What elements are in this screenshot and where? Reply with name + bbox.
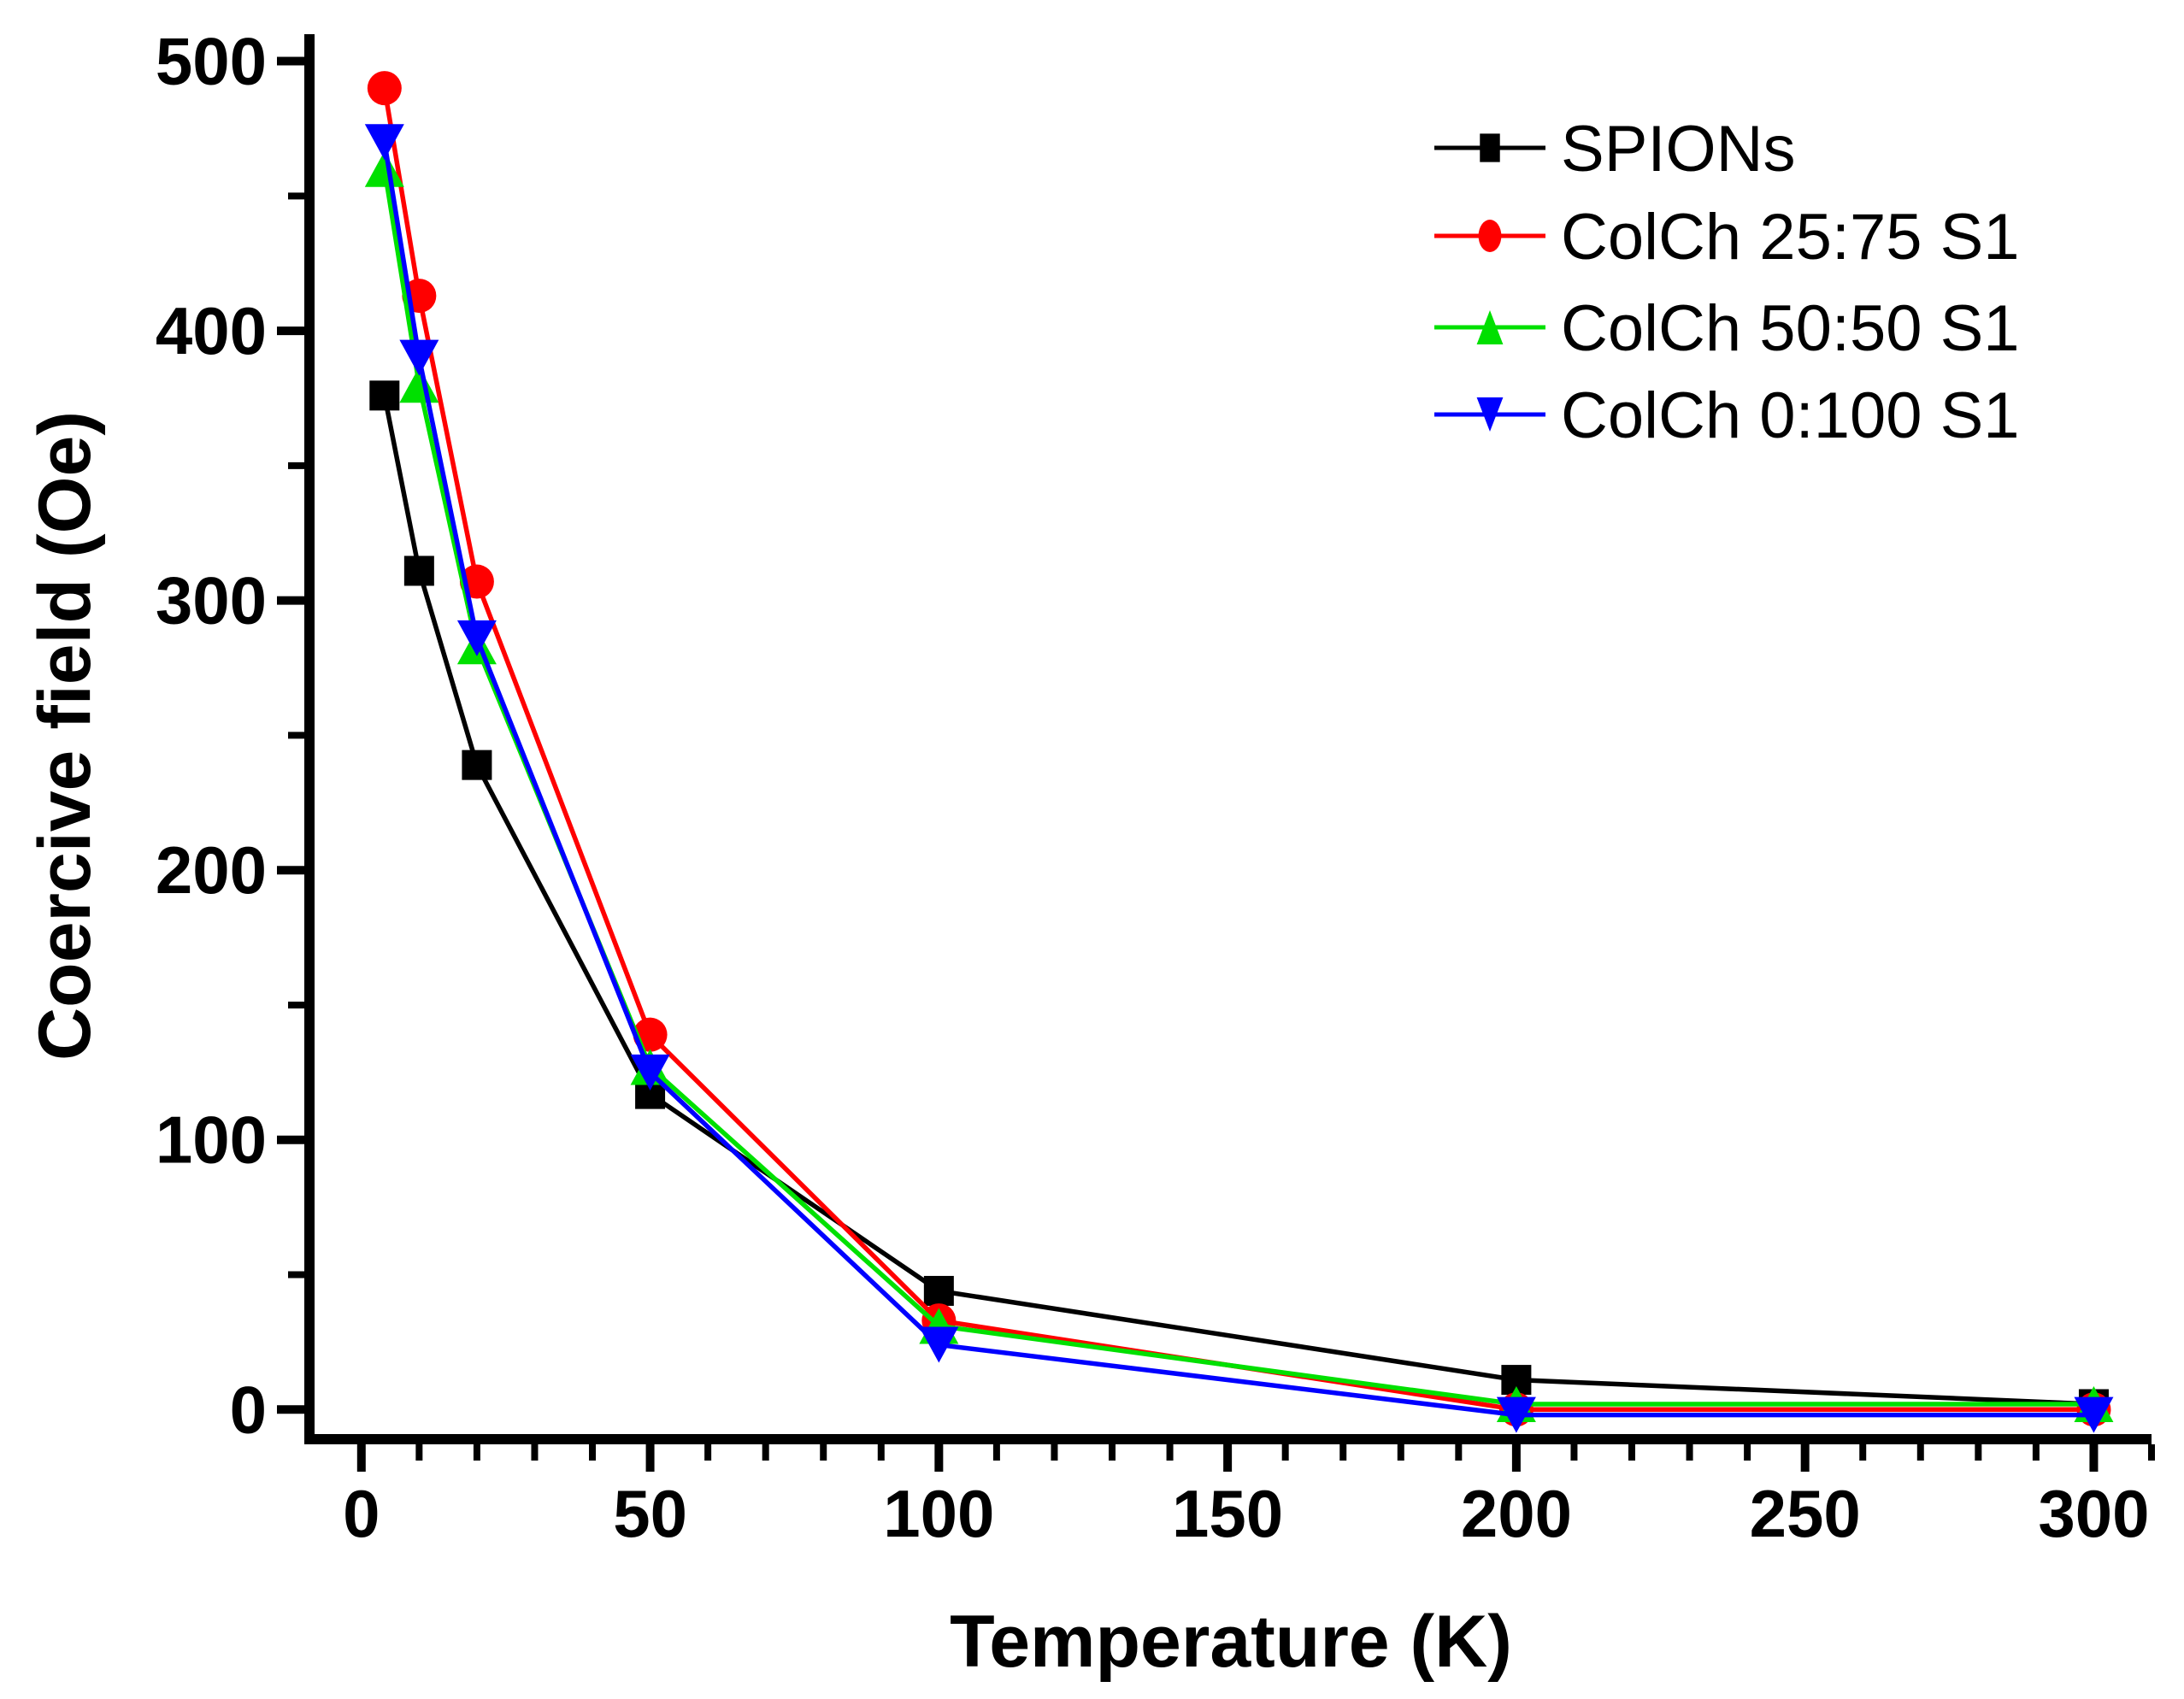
- x-tick-label: 0: [343, 1476, 380, 1551]
- legend-label-colch-50-50-s1: ColCh 50:50 S1: [1561, 292, 2020, 365]
- series-spions: [369, 380, 2109, 1420]
- data-point-colch-0-100-s1: [630, 1054, 670, 1091]
- x-tick-label: 50: [613, 1476, 687, 1551]
- axis-spines: [304, 34, 2152, 1444]
- legend-label-colch-25-75-s1: ColCh 25:75 S1: [1561, 201, 2020, 273]
- data-point-colch-50-50-s1: [399, 367, 439, 403]
- data-point-colch-0-100-s1: [2074, 1396, 2114, 1433]
- legend-entry-colch-50-50-s1: ColCh 50:50 S1: [1434, 292, 2020, 365]
- y-tick-label: 0: [230, 1372, 267, 1447]
- legend-entry-colch-25-75-s1: ColCh 25:75 S1: [1434, 201, 2020, 273]
- data-point-colch-0-100-s1: [399, 339, 439, 376]
- y-tick-label: 200: [156, 832, 267, 908]
- x-tick-label: 150: [1172, 1476, 1283, 1551]
- data-point-colch-0-100-s1: [1496, 1396, 1536, 1433]
- legend-marker-colch-0-100-s1: [1476, 397, 1504, 432]
- legend: SPIONs ColCh 25:75 S1 ColCh 50:50 S1 ColCh …: [1434, 113, 2020, 452]
- series-colch-25-75-s1: [367, 71, 2111, 1427]
- legend-marker-colch-25-75-s1: [1478, 220, 1502, 252]
- x-tick-label: 100: [883, 1476, 994, 1551]
- y-tick-label: 300: [156, 563, 267, 638]
- x-axis-title: Temperature (K): [950, 1601, 1512, 1683]
- y-tick-label: 100: [156, 1102, 267, 1178]
- data-series-layer: [364, 71, 2114, 1433]
- x-tick-label: 200: [1461, 1476, 1572, 1551]
- data-point-spions: [923, 1275, 954, 1306]
- data-point-spions: [462, 750, 492, 780]
- y-tick-label: 400: [156, 293, 267, 368]
- data-point-spions: [403, 556, 434, 586]
- x-tick-label: 300: [2038, 1476, 2149, 1551]
- data-point-colch-0-100-s1: [919, 1326, 959, 1363]
- y-tick-label: 500: [156, 24, 267, 99]
- data-point-colch-50-50-s1: [364, 150, 404, 187]
- legend-entry-colch-0-100-s1: ColCh 0:100 S1: [1434, 379, 2020, 452]
- legend-label-colch-0-100-s1: ColCh 0:100 S1: [1561, 379, 2020, 452]
- legend-marker-spions: [1480, 133, 1500, 162]
- data-point-colch-25-75-s1: [367, 71, 402, 106]
- data-point-spions: [369, 380, 400, 411]
- y-axis-title: Coercive field (Oe): [24, 411, 106, 1061]
- legend-marker-colch-50-50-s1: [1476, 310, 1504, 344]
- series-colch-0-100-s1: [364, 124, 2114, 1433]
- data-point-colch-0-100-s1: [456, 620, 497, 656]
- x-tick-label: 250: [1750, 1476, 1861, 1551]
- series-line-colch-25-75-s1: [382, 87, 2094, 1413]
- data-point-colch-0-100-s1: [364, 124, 404, 161]
- series-line-spions: [382, 395, 2094, 1407]
- axes: 0 50 100 150 200 250 300 0 100 200 300 400 500: [156, 24, 2155, 1551]
- legend-label-spions: SPIONs: [1561, 113, 1796, 185]
- legend-entry-spions: SPIONs: [1434, 113, 1796, 185]
